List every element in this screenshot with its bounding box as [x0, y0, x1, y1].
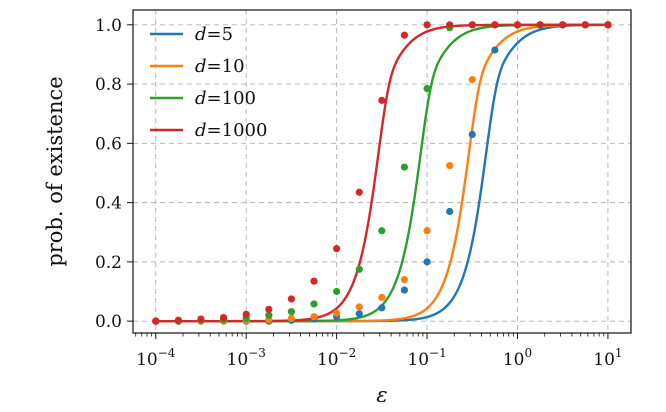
x-tick-label: 10−1: [407, 346, 446, 370]
series-1000-point: [513, 21, 522, 29]
plot-frame: [132, 9, 632, 334]
y-tick-label: 0.4: [95, 194, 122, 214]
series-1000-point: [423, 21, 431, 29]
y-tick-label: 0.2: [95, 253, 122, 273]
x-tick-label: 10−3: [227, 346, 266, 370]
series-1000-point: [197, 315, 205, 323]
series-100-point: [355, 265, 363, 273]
series-1000-point: [242, 310, 250, 318]
series-1000-point: [468, 21, 476, 29]
series-1000-point: [581, 21, 589, 29]
series-100-point: [400, 163, 409, 171]
series-1000-point: [446, 21, 454, 29]
series-5-point: [400, 286, 409, 294]
series-points: [152, 21, 612, 325]
series-1000-point: [378, 96, 386, 104]
series-10-point: [333, 309, 341, 317]
series-10-point: [400, 276, 409, 284]
series-100-point: [423, 84, 431, 93]
x-tick-label: 100: [503, 346, 532, 370]
axis-ticks: [127, 24, 609, 339]
series-10-point: [310, 313, 318, 321]
y-tick-label: 0.0: [95, 312, 122, 332]
series-1000-point: [287, 295, 295, 303]
series-10-point: [446, 161, 454, 170]
series-1000-point: [355, 188, 363, 196]
series-5-point: [468, 130, 476, 139]
x-tick-label: 10−4: [136, 346, 176, 370]
legend-label-100: d=100: [195, 88, 256, 109]
series-10-point: [468, 76, 476, 84]
y-tick-label: 0.6: [95, 134, 122, 154]
x-tick-label: 101: [593, 346, 622, 370]
series-1000-point: [559, 21, 567, 29]
x-axis-label: ε: [376, 383, 387, 407]
tick-labels: 10−4 10−3 10−2 10−1 100 101 0.0 0.2 0.4 0.6 0.8 1.0: [95, 16, 623, 370]
series-1000-point: [265, 305, 273, 313]
series-1000-point: [310, 277, 318, 285]
series-5-point: [446, 207, 454, 216]
y-axis-label: prob. of existence: [43, 76, 67, 266]
series-1000-point: [152, 317, 160, 325]
series-100-point: [310, 300, 318, 308]
series-100-point: [333, 287, 341, 296]
y-tick-label: 0.8: [95, 75, 122, 95]
series-1000-point: [174, 316, 183, 324]
series-100-point: [287, 308, 295, 316]
series-1000-point: [491, 21, 499, 29]
series-1000-point: [536, 21, 544, 29]
series-1000-point: [333, 244, 341, 253]
x-tick-label: 10−2: [317, 346, 356, 370]
series-100-point: [378, 227, 386, 235]
series-10-point: [378, 293, 386, 302]
legend: d=5 d=10 d=100 d=1000: [150, 24, 267, 141]
series-100-point: [265, 311, 273, 319]
series-1000-point: [400, 31, 409, 39]
series-10-point: [287, 314, 295, 323]
series-5-point: [423, 258, 431, 266]
series-10-point: [355, 303, 363, 311]
series-5-point: [378, 304, 386, 312]
legend-label-10: d=10: [195, 56, 245, 77]
series-1000-point: [219, 313, 228, 322]
series-1000-point: [604, 21, 612, 29]
y-tick-label: 1.0: [95, 16, 122, 36]
legend-label-1000: d=1000: [195, 120, 267, 141]
series-5-point: [355, 310, 363, 318]
series-5-point: [491, 46, 499, 54]
legend-label-5: d=5: [195, 24, 233, 45]
series-10-point: [423, 227, 431, 235]
series-1000-curve: [155, 23, 608, 323]
